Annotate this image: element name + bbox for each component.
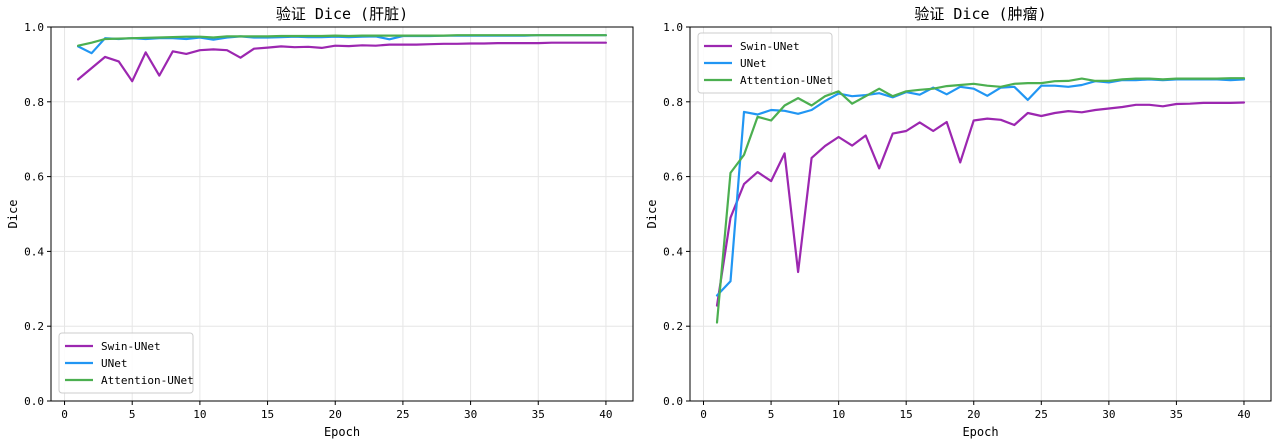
y-tick-label: 0.4 — [24, 245, 44, 258]
x-tick-label: 5 — [129, 408, 136, 421]
y-tick-label: 0.6 — [663, 171, 683, 184]
legend-label: Attention-UNet — [740, 74, 833, 87]
x-axis-label: Epoch — [324, 425, 360, 439]
legend-label: Swin-UNet — [101, 340, 161, 353]
y-tick-label: 0.0 — [663, 395, 683, 408]
x-tick-label: 10 — [193, 408, 206, 421]
legend-box — [58, 332, 194, 394]
x-tick-label: 35 — [532, 408, 545, 421]
x-tick-label: 10 — [832, 408, 845, 421]
x-tick-label: 15 — [261, 408, 274, 421]
legend-label: UNet — [101, 357, 128, 370]
y-tick-label: 1.0 — [24, 21, 44, 34]
legend-label: Attention-UNet — [101, 374, 194, 387]
x-tick-label: 40 — [1237, 408, 1250, 421]
x-tick-label: 40 — [599, 408, 612, 421]
x-axis-label: Epoch — [962, 425, 998, 439]
x-tick-label: 0 — [61, 408, 68, 421]
x-tick-label: 25 — [1035, 408, 1048, 421]
y-tick-label: 0.4 — [663, 245, 683, 258]
x-tick-label: 30 — [464, 408, 477, 421]
x-tick-label: 15 — [900, 408, 913, 421]
tumor-dice-chart: 0 5 10 15 20 25 30 35 40 0.0 0.2 0.4 0.6 0.8 1.0 验证 Dic… — [645, 5, 1272, 439]
y-tick-label: 0.0 — [24, 395, 44, 408]
x-tick-label: 20 — [329, 408, 342, 421]
x-tick-label: 5 — [768, 408, 775, 421]
y-tick-label: 0.8 — [663, 96, 683, 109]
series-line-attention-unet — [76, 34, 608, 47]
y-tick-label: 1.0 — [663, 21, 683, 34]
legend-box — [697, 32, 833, 94]
series-line-swin-unet — [715, 101, 1246, 307]
plot-frame — [50, 26, 634, 402]
x-tick-label: 20 — [967, 408, 980, 421]
x-tick-label: 25 — [396, 408, 409, 421]
series-line-attention-unet — [715, 77, 1246, 324]
legend-label: UNet — [740, 57, 767, 70]
x-tick-label: 30 — [1102, 408, 1115, 421]
liver-dice-chart: 0 5 10 15 20 25 30 35 40 0.0 0.2 0.4 0.6 0.8 1.0 验证 Dic… — [6, 5, 634, 439]
chart-title: 验证 Dice (肝脏) — [276, 5, 408, 23]
x-tick-label: 35 — [1170, 408, 1183, 421]
plot-frame — [689, 26, 1272, 402]
x-tick-label: 0 — [700, 408, 707, 421]
series-line-swin-unet — [76, 41, 608, 83]
y-tick-label: 0.8 — [24, 96, 44, 109]
y-tick-label: 0.2 — [24, 320, 44, 333]
legend-label: Swin-UNet — [740, 40, 800, 53]
y-tick-label: 0.6 — [24, 171, 44, 184]
y-axis-label: Dice — [6, 200, 20, 229]
y-tick-label: 0.2 — [663, 320, 683, 333]
chart-title: 验证 Dice (肿瘤) — [914, 5, 1046, 23]
y-axis-label: Dice — [645, 200, 659, 229]
